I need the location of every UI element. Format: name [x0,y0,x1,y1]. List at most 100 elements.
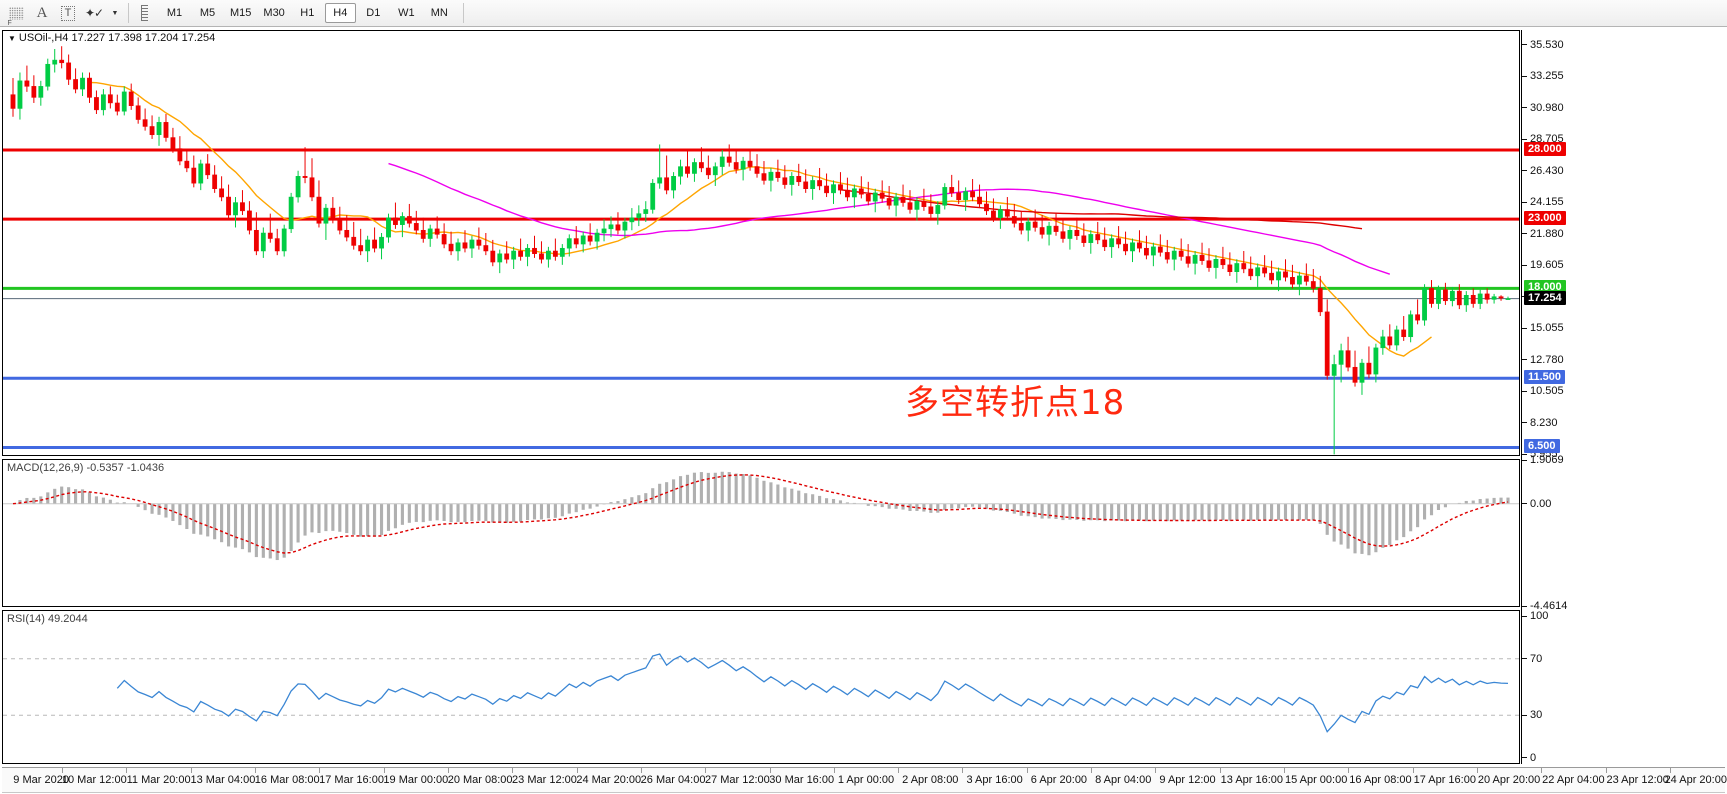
time-tick-label: 2 Apr 08:00 [902,774,959,786]
crosshair-f-icon[interactable] [3,2,29,27]
objects-dropdown-caret-icon[interactable]: ▼ [111,9,119,17]
price-tick-10.505: 10.505 [1522,385,1564,397]
time-tick-label: 22 Apr 04:00 [1542,774,1605,786]
text-label-a-icon[interactable]: A [36,4,48,21]
time-tick-mark [1348,768,1350,773]
time-tick-label: 19 Mar 00:00 [383,774,449,786]
time-tick-mark [576,768,578,773]
time-tick-label: 27 Mar 12:00 [704,774,770,786]
time-tick-label: 13 Mar 04:00 [190,774,256,786]
chart-toolbar: A T ✦✓ ▼ M1 M5 M15 M30 H1 H4 D1 W1 MN [0,0,1727,27]
rsi-tick-0: 0 [1522,752,1536,764]
time-tick-label: 3 Apr 16:00 [966,774,1023,786]
time-tick-mark [126,768,128,773]
price-tick-15.055: 15.055 [1522,322,1564,334]
symbol-info-text: USOil-,H4 17.227 17.398 17.204 17.254 [18,32,216,44]
price-tick-21.880: 21.880 [1522,228,1564,240]
rsi-tick-100: 100 [1522,610,1548,622]
rsi-tick-30: 30 [1522,709,1542,721]
time-tick-mark [1091,768,1093,773]
price-tick-35.530: 35.530 [1522,39,1564,51]
timeframe-button-h1[interactable]: H1 [300,7,315,19]
price-scale-axis[interactable]: 35.530 33.255 30.980 28.705 26.430 24.155 21.8… [1521,30,1725,764]
time-tick-mark [1026,768,1028,773]
time-tick-mark [512,768,514,773]
objects-tools-icon[interactable]: ✦✓ [84,6,104,20]
time-tick-label: 6 Apr 20:00 [1030,774,1088,786]
time-tick-mark [1412,768,1414,773]
timeframe-buttons: M1 M5 M15 M30 H1 H4 D1 W1 MN [155,0,459,26]
toolbar-divider [128,3,129,23]
rsi-label: RSI(14) 49.2044 [7,613,88,625]
timeframe-button-h4[interactable]: H4 [324,3,356,23]
time-tick-label: 23 Mar 12:00 [512,774,577,786]
price-tick-33.255: 33.255 [1522,70,1564,82]
period-separator-ruler-icon[interactable] [136,2,152,24]
time-tick-label: 16 Mar 08:00 [254,774,320,786]
timeframe-button-m5[interactable]: M5 [199,7,216,19]
time-tick-mark [962,768,964,773]
time-tick-mark [1669,768,1671,773]
time-tick-mark [62,768,64,773]
time-tick-mark [833,768,835,773]
macd-label: MACD(12,26,9) -0.5357 -1.0436 [7,462,165,474]
timeframe-button-m30[interactable]: M30 [263,7,285,19]
timeframe-button-m1[interactable]: M1 [166,7,183,19]
macd-plot [3,471,1519,561]
time-tick-label: 17 Apr 16:00 [1413,774,1476,786]
rsi-pane[interactable]: RSI(14) 49.2044 [2,610,1520,764]
price-tick-12.780: 12.780 [1522,354,1564,366]
price-tag-6.500[interactable]: 6.500 [1524,439,1560,454]
price-tag-11.500[interactable]: 11.500 [1524,370,1566,385]
time-tick-label: 30 Mar 16:00 [769,774,835,786]
time-tick-label: 11 Mar 20:00 [126,774,191,786]
timeframe-button-mn[interactable]: MN [430,7,448,19]
time-tick-label: 24 Mar 20:00 [576,774,642,786]
time-tick-label: 20 Apr 20:00 [1477,774,1541,786]
time-tick-mark [705,768,707,773]
toolbar-divider-2 [462,3,464,23]
time-tick-label: 8 Apr 04:00 [1095,774,1152,786]
time-tick-mark [1476,768,1478,773]
price-tick-8.230: 8.230 [1522,417,1558,429]
time-tick-label: 10 Mar 12:00 [61,774,127,786]
time-tick-mark [319,768,321,773]
symbol-info-label: ▼ USOil-,H4 17.227 17.398 17.204 17.254 [8,32,215,44]
time-tick-mark [640,768,642,773]
price-tick-19.605: 19.605 [1522,259,1564,271]
time-tick-mark [1541,768,1543,773]
toolbar-drawing-group: A T ✦✓ ▼ [0,0,124,27]
symbol-caret-icon[interactable]: ▼ [8,34,16,43]
price-tag-17.254[interactable]: 17.254 [1524,290,1566,305]
price-tick-24.155: 24.155 [1522,196,1564,208]
time-tick-label: 26 Mar 04:00 [640,774,706,786]
price-tag-28.000[interactable]: 28.000 [1524,141,1566,156]
chart-text-annotation[interactable]: 多空转折点18 [905,383,1126,423]
timeframe-button-w1[interactable]: W1 [398,7,415,19]
price-tick-26.430: 26.430 [1522,165,1564,177]
time-tick-label: 9 Mar 2020 [13,774,69,786]
macd-pane[interactable]: MACD(12,26,9) -0.5357 -1.0436 [2,459,1520,607]
rsi-tick-70: 70 [1522,653,1542,665]
timeframe-button-d1[interactable]: D1 [366,7,381,19]
price-pane[interactable] [2,30,1520,456]
timeframe-button-m15[interactable]: M15 [230,7,252,19]
time-tick-mark [448,768,449,773]
price-tag-23.000[interactable]: 23.000 [1524,211,1566,226]
price-plot [3,46,1519,455]
price-tick-30.980: 30.980 [1522,102,1564,114]
time-tick-mark [1155,768,1157,773]
time-tick-label: 17 Mar 16:00 [319,774,384,786]
time-tick-label: 1 Apr 00:00 [837,774,895,786]
time-tick-mark [1284,768,1285,773]
time-tick-label: 20 Mar 08:00 [447,774,513,786]
macd-tick-0.00: 0.00 [1522,498,1551,510]
time-tick-label: 24 Apr 20:00 [1664,774,1727,786]
time-tick-mark [898,768,900,773]
time-tick-label: 23 Apr 12:00 [1606,774,1669,786]
text-box-t-icon[interactable]: T [55,2,81,24]
time-tick-mark [1219,768,1221,773]
time-scale-axis[interactable]: 9 Mar 2020 10 Mar 12:00 11 Mar 20:00 13 Mar… [2,767,1727,793]
macd-tick--4.4614: -4.4614 [1522,600,1567,612]
